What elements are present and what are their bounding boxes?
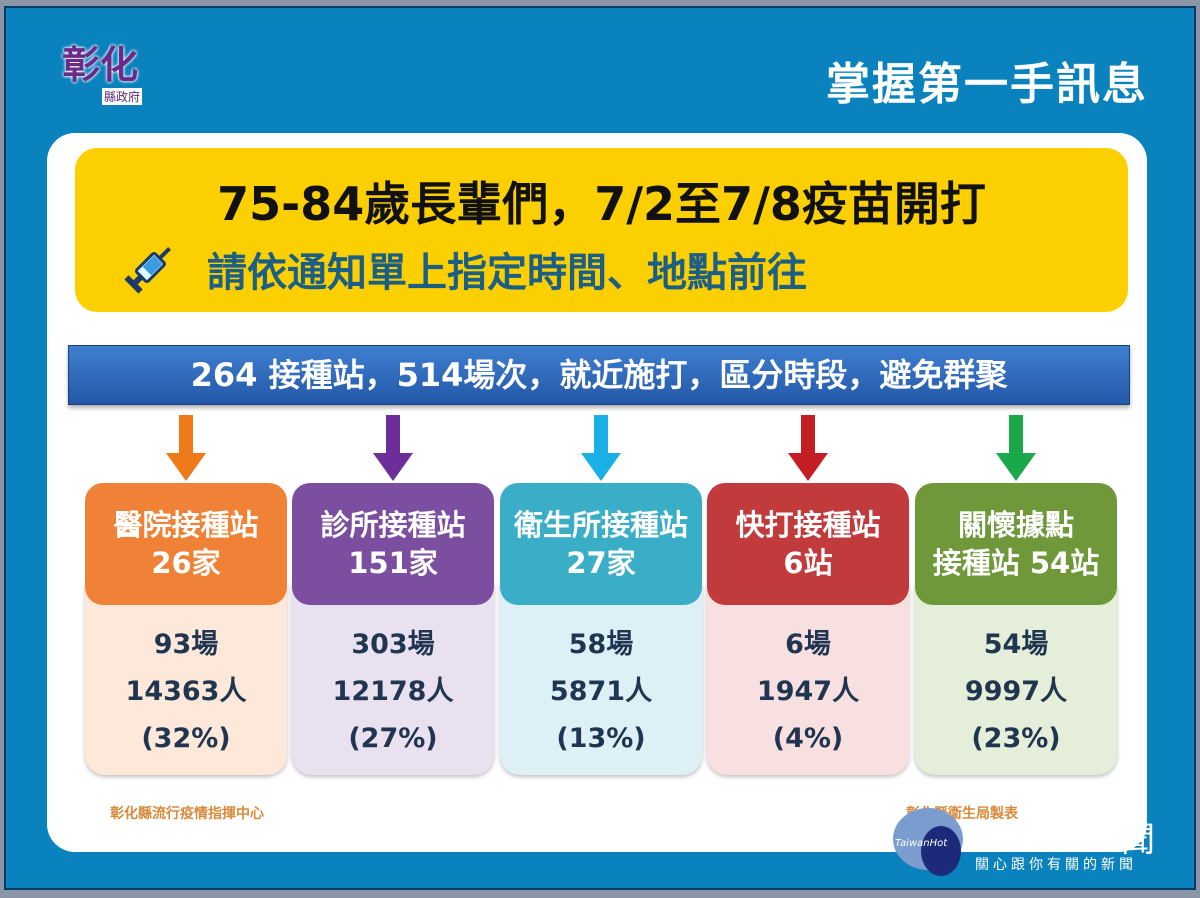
watermark-slogan: 關心跟你有關的新聞 — [975, 857, 1137, 873]
station-stats: 303場 12178人 (27%) — [292, 583, 494, 775]
station-name: 快打接種站 — [735, 508, 881, 542]
station-count: 151家 — [348, 546, 438, 580]
people: 5871人 — [549, 676, 653, 707]
station-name: 診所接種站 — [320, 508, 466, 542]
summary-bar: 264 接種站，514場次，就近施打，區分時段，避免群聚 — [68, 345, 1130, 405]
sessions: 93場 — [153, 629, 219, 660]
station-stats: 58場 5871人 (13%) — [500, 583, 702, 775]
down-arrow-icon — [996, 415, 1036, 481]
station-stats: 6場 1947人 (4%) — [707, 583, 909, 775]
down-arrow-icon — [581, 415, 621, 481]
people: 1947人 — [756, 676, 860, 707]
station-count: 27家 — [566, 546, 636, 580]
sessions: 58場 — [568, 629, 634, 660]
source-left: 彰化縣流行疫情指揮中心 — [110, 806, 264, 822]
station-name: 醫院接種站 — [113, 508, 259, 542]
percent: (27%) — [348, 723, 438, 754]
watermark-circle-dark — [921, 826, 961, 876]
station-header: 快打接種站 6站 — [707, 483, 909, 605]
station-card: 診所接種站 151家 303場 12178人 (27%) — [292, 483, 494, 775]
station-count: 6站 — [783, 546, 833, 580]
station-card: 關懷據點 接種站 54站 54場 9997人 (23%) — [915, 483, 1117, 775]
people: 9997人 — [964, 676, 1068, 707]
station-card: 快打接種站 6站 6場 1947人 (4%) — [707, 483, 909, 775]
logo-text: 彰化 — [62, 42, 139, 87]
station-header: 衛生所接種站 27家 — [500, 483, 702, 605]
page-title: 掌握第一手訊息 — [826, 59, 1148, 110]
station-header: 診所接種站 151家 — [292, 483, 494, 605]
station-name: 關懷據點 — [957, 508, 1074, 542]
watermark-brand: TaiwanHot — [895, 838, 948, 849]
station-count: 26家 — [151, 546, 221, 580]
station-card: 醫院接種站 26家 93場 14363人 (32%) — [85, 483, 287, 775]
station-stats: 54場 9997人 (23%) — [915, 583, 1117, 775]
percent: (23%) — [971, 723, 1061, 754]
station-stats: 93場 14363人 (32%) — [85, 583, 287, 775]
sessions: 303場 — [351, 629, 435, 660]
station-name: 衛生所接種站 — [513, 508, 688, 542]
down-arrow-icon — [788, 415, 828, 481]
subheadline: 請依通知單上指定時間、地點前往 — [207, 250, 807, 296]
people: 14363人 — [125, 676, 247, 707]
station-card: 衛生所接種站 27家 58場 5871人 (13%) — [500, 483, 702, 775]
sessions: 6場 — [785, 629, 831, 660]
down-arrow-icon — [166, 415, 206, 481]
station-count: 接種站 54站 — [932, 546, 1100, 580]
headline-banner: 75-84歲長輩們，7/2至7/8疫苗開打 請依通知單上指定時間、地點前往 — [75, 148, 1128, 312]
headline: 75-84歲長輩們，7/2至7/8疫苗開打 — [217, 177, 986, 231]
syringe-icon — [124, 246, 171, 294]
people: 12178人 — [332, 676, 454, 707]
station-header: 醫院接種站 26家 — [85, 483, 287, 605]
down-arrow-icon — [373, 415, 413, 481]
sessions: 54場 — [983, 629, 1049, 660]
percent: (4%) — [772, 723, 844, 754]
percent: (13%) — [556, 723, 646, 754]
logo-subtext: 縣政府 — [102, 88, 143, 105]
watermark-tail: 聞 — [1121, 820, 1155, 860]
percent: (32%) — [141, 723, 231, 754]
changhua-logo: 彰化 縣政府 — [48, 28, 168, 118]
station-header: 關懷據點 接種站 54站 — [915, 483, 1117, 605]
